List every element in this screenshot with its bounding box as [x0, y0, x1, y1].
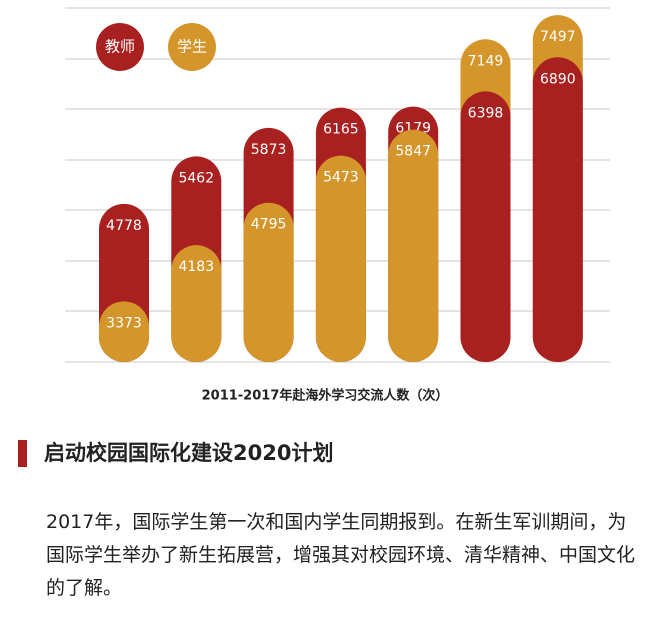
value-label: 5462	[178, 170, 214, 186]
value-label: 6398	[468, 105, 504, 121]
value-label: 6165	[323, 122, 359, 138]
value-label: 3373	[106, 315, 142, 331]
legend-swatch	[168, 23, 216, 71]
bar	[460, 91, 511, 363]
bar	[315, 155, 366, 362]
bar	[99, 301, 149, 362]
value-label: 7149	[468, 53, 504, 69]
bar	[243, 202, 294, 362]
value-label: 5873	[251, 142, 287, 158]
bar	[532, 57, 583, 363]
legend-label: 教师	[105, 38, 135, 56]
paragraph: 2017年，国际学生第一次和国内学生同期报到。在新生军训期间，为国际学生举办了新…	[46, 511, 636, 599]
value-label: 5473	[323, 170, 359, 186]
value-label: 6890	[540, 71, 576, 87]
bar	[171, 245, 222, 362]
legend-label: 学生	[177, 38, 207, 56]
heading-bar	[18, 440, 27, 467]
legend-swatch	[96, 23, 144, 71]
value-label: 4795	[251, 217, 287, 233]
value-label: 4778	[106, 218, 142, 234]
value-label: 7497	[540, 29, 576, 45]
value-label: 4183	[178, 259, 214, 275]
section-heading: 启动校园国际化建设2020计划	[44, 441, 333, 465]
value-label: 5847	[395, 144, 431, 160]
bar	[388, 129, 439, 362]
chart: 2011-2017年赴海外学习交流人数（次） 启动校园国际化建设2020计划 教…	[18, 7, 610, 467]
chart-title: 2011-2017年赴海外学习交流人数（次）	[202, 388, 449, 404]
